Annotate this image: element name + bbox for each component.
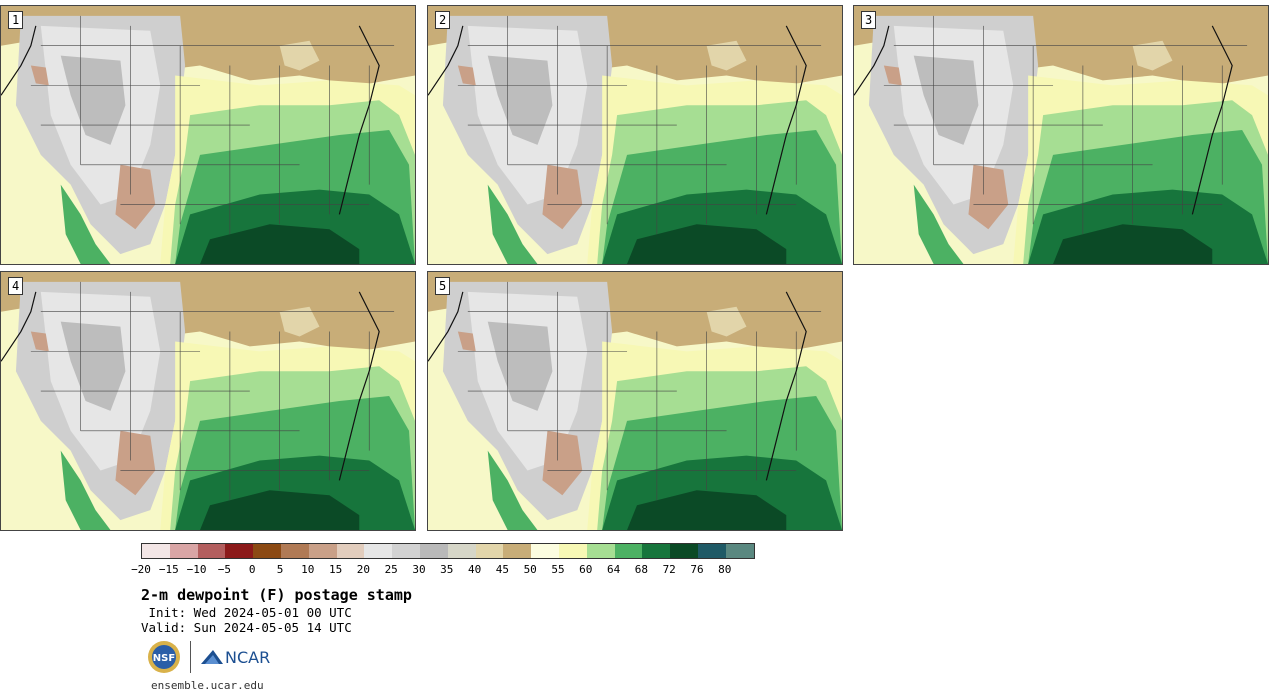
logo-bar: NSF NCAR	[146, 638, 273, 676]
colorbar-tick-label: 64	[606, 563, 621, 576]
map-panel-5: 5	[427, 271, 843, 531]
colorbar-tick-label: −20	[131, 563, 151, 576]
colorbar-tick-label: 60	[579, 563, 593, 576]
colorbar-swatch	[670, 544, 698, 558]
svg-text:NSF: NSF	[153, 653, 175, 664]
panel-number: 4	[8, 277, 24, 295]
svg-text:NCAR: NCAR	[225, 648, 270, 667]
colorbar-tick-label: −15	[158, 563, 179, 576]
colorbar	[141, 543, 755, 559]
colorbar-swatch	[336, 544, 365, 558]
map-panel-3: 3	[853, 5, 1269, 265]
colorbar-tick-label: 40	[467, 563, 482, 576]
colorbar-swatch	[614, 544, 643, 558]
colorbar-tick-label: −10	[186, 563, 207, 576]
colorbar-tick-label: 15	[328, 563, 343, 576]
colorbar-tick-label: 5	[276, 563, 284, 576]
colorbar-swatch	[419, 544, 448, 558]
colorbar-tick-label: 30	[412, 563, 426, 576]
colorbar-swatch	[725, 544, 754, 558]
footer-url: ensemble.ucar.edu	[151, 679, 264, 692]
ncar-logo-icon: NCAR	[201, 648, 270, 667]
colorbar-tick-label: −5	[217, 563, 232, 576]
colorbar-tick-label: 0	[248, 563, 256, 576]
colorbar-tick-label: 45	[495, 563, 510, 576]
map-panel-1: 1	[0, 5, 416, 265]
colorbar-tick-label: 72	[662, 563, 676, 576]
colorbar-swatch	[392, 544, 420, 558]
colorbar-swatch	[142, 544, 170, 558]
map-panel-4: 4	[0, 271, 416, 531]
colorbar-swatch	[503, 544, 532, 558]
colorbar-tick-label: 55	[551, 563, 565, 576]
valid-time: Valid: Sun 2024-05-05 14 UTC	[141, 620, 352, 635]
colorbar-swatch	[169, 544, 198, 558]
panel-number: 5	[435, 277, 451, 295]
page-title: 2-m dewpoint (F) postage stamp	[141, 586, 412, 604]
colorbar-swatch	[308, 544, 337, 558]
panel-number: 2	[435, 11, 451, 29]
colorbar-swatch	[364, 544, 393, 558]
logo-divider	[190, 641, 191, 673]
colorbar-tick-label: 35	[440, 563, 454, 576]
panel-number: 3	[861, 11, 877, 29]
colorbar-tick-label: 25	[384, 563, 398, 576]
colorbar-swatch	[253, 544, 281, 558]
colorbar-tick-label: 76	[690, 563, 704, 576]
colorbar-tick-label: 80	[718, 563, 732, 576]
colorbar-swatch	[558, 544, 587, 558]
init-time: Init: Wed 2024-05-01 00 UTC	[141, 605, 352, 620]
colorbar-swatch	[225, 544, 254, 558]
colorbar-tick-label: 68	[634, 563, 649, 576]
nsf-logo-icon: NSF	[148, 641, 180, 673]
map-panel-2: 2	[427, 5, 843, 265]
colorbar-swatch	[531, 544, 559, 558]
panel-number: 1	[8, 11, 24, 29]
colorbar-swatch	[475, 544, 504, 558]
colorbar-ticks: −20 −15 −10 −5 0 5 10 15 20 25 30 35 40 45 50 55 60 64 68 7…	[131, 563, 771, 577]
colorbar-tick-label: 50	[523, 563, 537, 576]
colorbar-swatch	[586, 544, 615, 558]
colorbar-tick-label: 20	[356, 563, 371, 576]
colorbar-swatch	[197, 544, 226, 558]
colorbar-swatch	[642, 544, 671, 558]
colorbar-tick-label: 10	[301, 563, 315, 576]
colorbar-swatch	[697, 544, 726, 558]
colorbar-swatch	[447, 544, 476, 558]
colorbar-swatch	[280, 544, 309, 558]
